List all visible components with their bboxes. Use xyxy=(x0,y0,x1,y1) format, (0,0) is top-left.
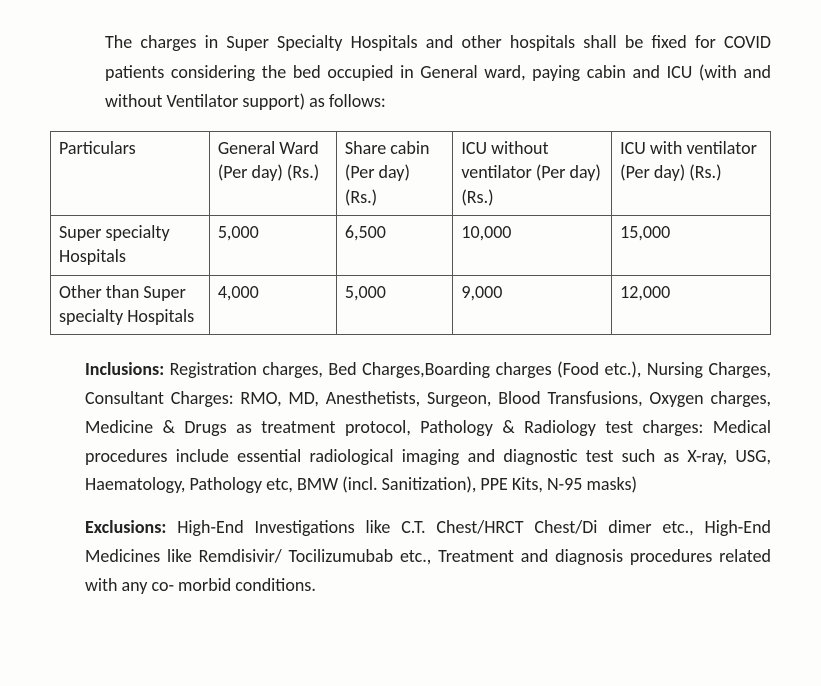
exclusions-paragraph: Exclusions: High-End Investigations like… xyxy=(85,513,771,599)
inclusions-label: Inclusions: xyxy=(85,358,164,380)
inclusions-text: Registration charges, Bed Charges,Boardi… xyxy=(85,358,771,495)
col-share-cabin: Share cabin (Per day) (Rs.) xyxy=(336,132,452,216)
cell-icu-no-vent: 9,000 xyxy=(453,275,612,335)
cell-share-cabin: 5,000 xyxy=(336,275,452,335)
inclusions-paragraph: Inclusions: Registration charges, Bed Ch… xyxy=(85,355,771,499)
cell-icu-vent: 12,000 xyxy=(612,275,771,335)
charges-table: Particulars General Ward (Per day) (Rs.)… xyxy=(50,131,771,335)
cell-general-ward: 4,000 xyxy=(209,275,336,335)
exclusions-text: High-End Investigations like C.T. Chest/… xyxy=(85,516,771,596)
table-header-row: Particulars General Ward (Per day) (Rs.)… xyxy=(51,132,771,216)
cell-share-cabin: 6,500 xyxy=(336,215,452,275)
col-icu-no-vent: ICU without ventilator (Per day) (Rs.) xyxy=(453,132,612,216)
col-general-ward: General Ward (Per day) (Rs.) xyxy=(209,132,336,216)
col-particulars: Particulars xyxy=(51,132,210,216)
cell-particulars: Other than Super specialty Hospitals xyxy=(51,275,210,335)
intro-paragraph: The charges in Super Specialty Hospitals… xyxy=(105,28,771,117)
table-row: Super specialty Hospitals 5,000 6,500 10… xyxy=(51,215,771,275)
table-row: Other than Super specialty Hospitals 4,0… xyxy=(51,275,771,335)
col-icu-vent: ICU with ventilator (Per day) (Rs.) xyxy=(612,132,771,216)
exclusions-label: Exclusions: xyxy=(85,516,166,538)
cell-general-ward: 5,000 xyxy=(209,215,336,275)
cell-icu-no-vent: 10,000 xyxy=(453,215,612,275)
cell-icu-vent: 15,000 xyxy=(612,215,771,275)
cell-particulars: Super specialty Hospitals xyxy=(51,215,210,275)
document-page: The charges in Super Specialty Hospitals… xyxy=(0,0,821,634)
